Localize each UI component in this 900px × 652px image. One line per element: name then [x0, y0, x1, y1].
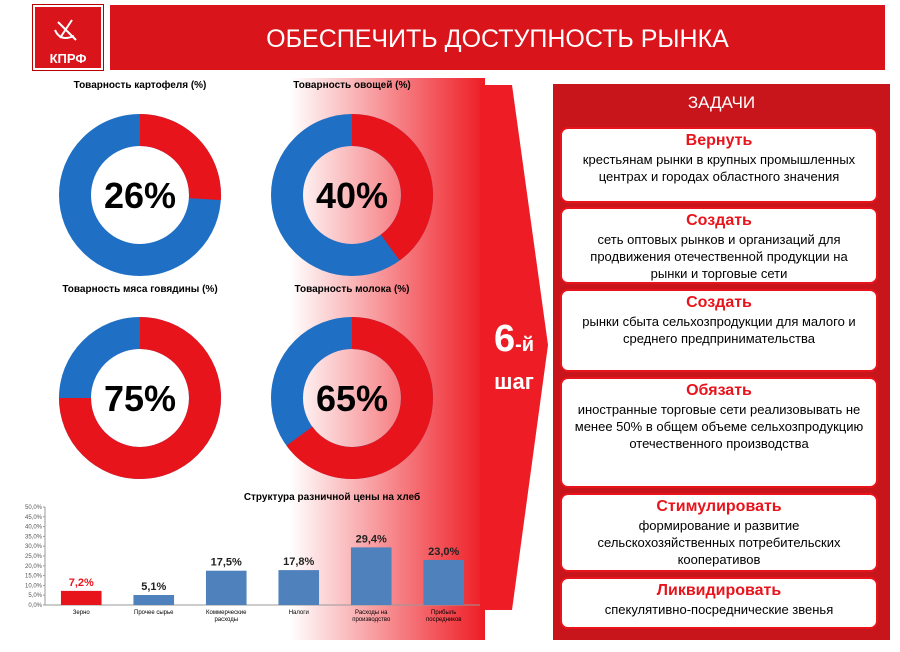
task-box: Вернуть крестьянам рынки в крупных промыш… [560, 127, 878, 203]
value-label: 5,1% [141, 581, 166, 593]
x-tick-label: Прибыль посредников [425, 610, 462, 623]
task-text: сеть оптовых рынков и организаций для пр… [590, 232, 848, 281]
arrow [480, 85, 548, 610]
y-tick-label: 0,0% [28, 603, 42, 609]
x-tick-label: Расходы на производство [352, 610, 391, 623]
donut-label: 65% [316, 378, 388, 419]
step: 6-й шаг [478, 318, 550, 395]
y-tick-label: 5,0% [28, 593, 42, 599]
x-tick-label: Налоги [288, 610, 309, 616]
donut-label: 75% [104, 378, 176, 419]
y-tick-label: 10,0% [25, 583, 43, 589]
step-suffix: -й [515, 334, 535, 356]
task-box: Обязать иностранные торговые сети реализо… [560, 377, 878, 488]
y-tick-label: 15,0% [25, 574, 43, 580]
task-text: крестьянам рынки в крупных промышленных … [582, 152, 856, 184]
step-number: 6 [493, 318, 516, 360]
task-verb: Вернуть [685, 132, 753, 149]
task-text: иностранные торговые сети реализовывать … [574, 402, 864, 451]
tasks-title: ЗАДАЧИ [687, 93, 756, 112]
y-tick-label: 30,0% [25, 544, 43, 550]
y-tick-label: 45,0% [25, 515, 43, 521]
x-tick-label: Прочее сырье [134, 610, 174, 616]
value-label: 7,2% [69, 577, 94, 589]
bar [205, 570, 247, 605]
task-box: Ликвидировать спекулятивно-посреднические… [560, 577, 878, 629]
y-tick-label: 20,0% [25, 564, 43, 570]
y-tick-label: 50,0% [25, 505, 43, 511]
task-verb: Обязать [686, 382, 752, 399]
task-text: рынки сбыта сельхозпродукции для малого … [582, 314, 856, 346]
bar [133, 595, 175, 605]
chart-title: Товарность молока (%) [294, 284, 410, 295]
donut-label: 26% [104, 175, 176, 216]
value-label: 23,0% [428, 546, 459, 558]
chart-title: Товарность картофеля (%) [73, 80, 207, 91]
donut-slice [59, 317, 221, 479]
task-box: Создать сеть оптовых рынков и организаций… [560, 207, 878, 284]
title: ОБЕСПЕЧИТЬ ДОСТУПНОСТЬ РЫНКА [266, 25, 729, 53]
chart-title: Структура разничной цены на хлеб [243, 492, 421, 503]
step-word: шаг [494, 369, 534, 394]
value-label: 17,8% [283, 556, 314, 568]
donut-slice [286, 317, 433, 479]
task-text: формирование и развитие сельскохозяйстве… [597, 518, 841, 567]
chart-title: Товарность мяса говядины (%) [62, 284, 218, 295]
x-tick-label: Коммерческие расходы [206, 610, 247, 623]
value-label: 17,5% [211, 557, 242, 569]
donut-slice [351, 114, 433, 261]
task-box: Создать рынки сбыта сельхозпродукции для … [560, 289, 878, 372]
bar [350, 547, 392, 605]
value-label: 29,4% [356, 533, 387, 545]
bar [423, 559, 465, 605]
logo-symbol [54, 19, 77, 41]
x-tick-label: Зерно [72, 610, 90, 616]
donut-slice [139, 114, 221, 201]
header-bar [110, 5, 885, 70]
task-box: Стимулировать формирование и развитие сел… [560, 493, 878, 572]
y-tick-label: 25,0% [25, 554, 43, 560]
donut-label: 40% [316, 175, 388, 216]
task-verb: Создать [686, 294, 752, 311]
bar [60, 590, 102, 605]
task-verb: Ликвидировать [656, 582, 782, 599]
bar [278, 570, 320, 605]
task-verb: Создать [686, 212, 752, 229]
chart-title: Товарность овощей (%) [293, 80, 411, 91]
y-tick-label: 35,0% [25, 534, 43, 540]
task-text: спекулятивно-посреднические звенья [604, 602, 834, 617]
task-verb: Стимулировать [656, 498, 782, 515]
y-tick-label: 40,0% [25, 525, 43, 531]
